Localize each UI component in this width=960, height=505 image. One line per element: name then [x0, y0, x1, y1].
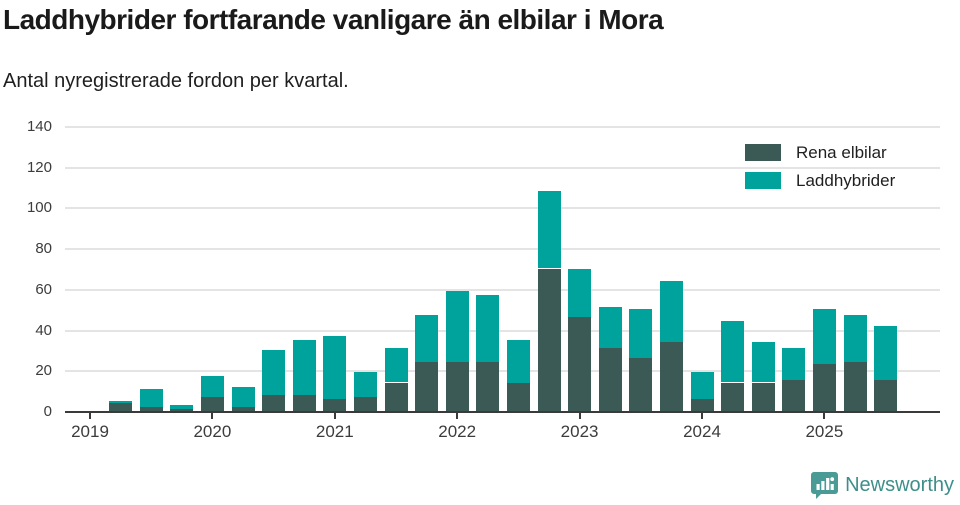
gridline — [65, 288, 940, 291]
x-axis-tick-label: 2023 — [560, 422, 599, 441]
bar-segment-laddhybrider — [690, 372, 714, 399]
x-axis-tick-label: 2024 — [683, 422, 721, 441]
x-axis-tick — [211, 413, 214, 419]
bar-segment-laddhybrider — [537, 191, 561, 269]
bar-segment-rena-elbilar — [200, 396, 224, 411]
gridline — [65, 248, 940, 251]
bar-segment-rena-elbilar — [659, 341, 683, 411]
x-axis-tick — [456, 413, 459, 419]
bar-segment-laddhybrider — [659, 280, 683, 342]
bar-segment-rena-elbilar — [292, 394, 316, 411]
x-axis-tick-label: 2025 — [805, 422, 844, 441]
legend-swatch-laddhybrider-icon — [745, 172, 781, 189]
y-axis-tick-label: 60 — [35, 280, 52, 298]
bar-segment-rena-elbilar — [568, 317, 592, 411]
bar-segment-laddhybrider — [139, 388, 163, 407]
bar-segment-laddhybrider — [262, 349, 286, 395]
x-axis-line — [65, 411, 940, 413]
bar-segment-laddhybrider — [506, 339, 530, 383]
bar-segment-rena-elbilar — [415, 362, 439, 411]
bar-segment-laddhybrider — [353, 372, 377, 397]
x-axis-tick — [333, 413, 336, 419]
legend-item-rena-elbilar: Rena elbilar — [745, 142, 895, 162]
bar-segment-laddhybrider — [812, 309, 836, 365]
bar-segment-rena-elbilar — [629, 358, 653, 411]
gridline — [65, 166, 940, 169]
bar-segment-laddhybrider — [292, 339, 316, 395]
bar-segment-laddhybrider — [445, 290, 469, 363]
bar-segment-rena-elbilar — [109, 402, 133, 411]
bar-segment-laddhybrider — [629, 309, 653, 359]
bar-segment-laddhybrider — [200, 376, 224, 397]
bar-segment-rena-elbilar — [751, 382, 775, 411]
y-axis-tick-label: 140 — [26, 118, 52, 135]
bar-segment-rena-elbilar — [721, 382, 745, 411]
bar-segment-rena-elbilar — [812, 364, 836, 411]
gridline — [65, 370, 940, 373]
bar-segment-rena-elbilar — [262, 394, 286, 411]
x-axis-tick-label: 2020 — [193, 422, 232, 441]
chart-subtitle: Antal nyregistrerade fordon per kvartal. — [3, 70, 349, 92]
bar-segment-laddhybrider — [568, 268, 592, 318]
x-axis-tick-label: 2021 — [315, 422, 354, 441]
y-axis-tick-label: 40 — [35, 321, 52, 339]
bar-segment-rena-elbilar — [384, 382, 408, 411]
bar-segment-laddhybrider — [598, 307, 622, 348]
bar-segment-laddhybrider — [843, 315, 867, 363]
bar-segment-rena-elbilar — [598, 347, 622, 411]
gridline — [65, 126, 940, 128]
bar-segment-rena-elbilar — [353, 396, 377, 411]
bar-segment-laddhybrider — [751, 341, 775, 383]
brand-name: Newsworthy — [845, 473, 954, 496]
bar-segment-laddhybrider — [721, 321, 745, 383]
bar-segment-rena-elbilar — [445, 362, 469, 411]
bar-segment-rena-elbilar — [476, 362, 500, 411]
gridline — [65, 329, 940, 332]
x-axis-tick-label: 2022 — [438, 422, 477, 441]
legend-label: Rena elbilar — [796, 142, 887, 162]
bar-segment-rena-elbilar — [874, 380, 898, 411]
bar-segment-laddhybrider — [476, 294, 500, 363]
brand-footer: Newsworthy — [811, 471, 954, 499]
newsworthy-logo-icon — [811, 472, 839, 499]
y-axis-tick-label: 20 — [35, 362, 52, 380]
bar-segment-rena-elbilar — [231, 406, 255, 411]
x-axis-tick-label: 2019 — [71, 422, 109, 441]
bar-segment-laddhybrider — [170, 404, 194, 409]
bar-segment-rena-elbilar — [506, 382, 530, 411]
bar-segment-rena-elbilar — [690, 398, 714, 411]
y-axis-tick-label: 120 — [26, 158, 52, 176]
gridline — [65, 207, 940, 210]
bar-segment-laddhybrider — [782, 347, 806, 381]
bar-segment-laddhybrider — [231, 386, 255, 407]
x-axis-tick — [823, 413, 826, 419]
bar-segment-laddhybrider — [415, 315, 439, 363]
y-axis-tick-label: 100 — [26, 199, 52, 217]
legend-item-laddhybrider: Laddhybrider — [745, 170, 896, 190]
bar-segment-laddhybrider — [109, 400, 133, 403]
bar-segment-rena-elbilar — [323, 398, 347, 411]
bar-segment-rena-elbilar — [782, 380, 806, 411]
x-axis-tick — [89, 413, 91, 419]
chart-legend: Rena elbilar Laddhybrider — [745, 142, 896, 200]
x-axis-tick — [578, 413, 581, 419]
legend-label: Laddhybrider — [796, 170, 896, 190]
legend-swatch-elbilar-icon — [745, 144, 781, 161]
bar-segment-laddhybrider — [384, 347, 408, 383]
bar-segment-rena-elbilar — [139, 406, 163, 411]
bar-segment-rena-elbilar — [170, 408, 194, 411]
page-title: Laddhybrider fortfarande vanligare än el… — [3, 4, 664, 35]
bar-segment-rena-elbilar — [537, 268, 561, 411]
x-axis-tick — [701, 413, 703, 419]
bar-segment-laddhybrider — [874, 325, 898, 381]
y-axis-tick-label: 80 — [35, 240, 52, 258]
bar-segment-laddhybrider — [323, 335, 347, 399]
y-axis-tick-label: 0 — [43, 403, 52, 420]
bar-segment-rena-elbilar — [843, 362, 867, 411]
